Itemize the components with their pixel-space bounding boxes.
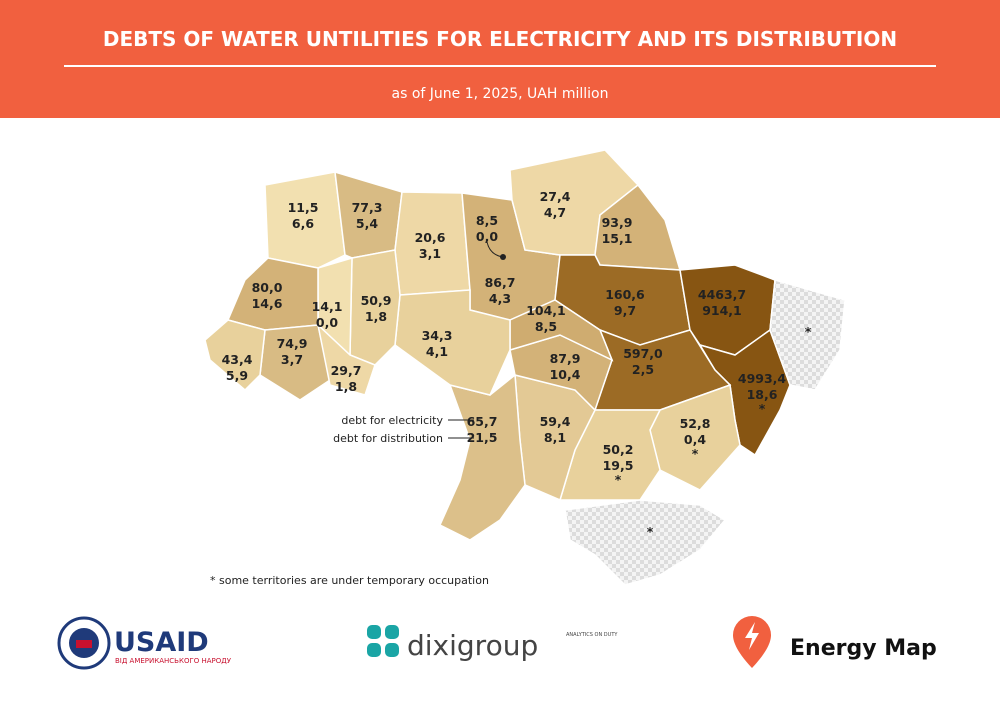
electricity-debt: 8,5 [476, 213, 498, 228]
usaid-text: USAID [114, 627, 209, 658]
energy-text: Energy Map [790, 636, 937, 661]
distribution-debt: 21,5 [467, 430, 498, 445]
distribution-debt: 3,7 [281, 352, 303, 367]
electricity-debt: 27,4 [540, 189, 571, 204]
distribution-debt: 10,4 [550, 367, 581, 382]
distribution-debt: 0,4 [684, 432, 706, 447]
region [264, 171, 346, 269]
header-band [0, 0, 1000, 118]
electricity-debt: 50,2 [603, 442, 634, 457]
distribution-debt: 2,5 [632, 362, 654, 377]
electricity-debt: 20,6 [415, 230, 446, 245]
electricity-debt: 104,1 [526, 303, 566, 318]
distribution-debt: 6,6 [292, 216, 314, 231]
distribution-debt: 5,4 [356, 216, 378, 231]
electricity-debt: 52,8 [680, 416, 711, 431]
electricity-debt: 14,1 [312, 299, 343, 314]
occupation-mark: * [805, 324, 812, 339]
distribution-debt: 3,1 [419, 246, 441, 261]
electricity-debt: 4993,4 [738, 371, 787, 386]
kyiv-leader [486, 241, 504, 258]
electricity-debt: 597,0 [623, 346, 663, 361]
distribution-debt: 0,0 [476, 229, 498, 244]
electricity-debt: 29,7 [331, 363, 362, 378]
title: DEBTS OF WATER UNTILITIES FOR ELECTRICIT… [103, 27, 897, 51]
legend: debt for electricity debt for distributi… [333, 414, 474, 445]
distribution-debt: 8,5 [535, 319, 557, 334]
dixi-text: dixigroup [407, 629, 538, 662]
distribution-debt: 15,1 [602, 231, 633, 246]
occupied-region [564, 499, 727, 586]
occupation-mark: * [759, 401, 766, 416]
usaid-seal [76, 640, 92, 648]
electricity-debt: 160,6 [605, 287, 645, 302]
usaid-logo: USAID ВІД АМЕРИКАНСЬКОГО НАРОДУ [57, 616, 232, 670]
distribution-debt: 9,7 [614, 303, 636, 318]
usaid-sub: ВІД АМЕРИКАНСЬКОГО НАРОДУ [115, 657, 232, 665]
region [334, 170, 403, 259]
electricity-debt: 80,0 [252, 280, 283, 295]
electricity-debt: 43,4 [222, 352, 253, 367]
electricity-debt: 74,9 [277, 336, 308, 351]
distribution-debt: 14,6 [252, 296, 283, 311]
energy-map-logo: Energy Map [733, 616, 937, 668]
distribution-debt: 1,8 [365, 309, 387, 324]
dixi-sub: ANALYTICS ON DUTY [566, 632, 618, 638]
legend-electricity: debt for electricity [341, 414, 443, 427]
occupation-mark: * [647, 524, 654, 539]
region [316, 322, 376, 396]
electricity-debt: 59,4 [540, 414, 571, 429]
distribution-debt: 4,1 [426, 344, 448, 359]
region [394, 289, 511, 396]
energy-icon [745, 622, 759, 650]
distribution-debt: 19,5 [603, 458, 634, 473]
electricity-debt: 11,5 [288, 200, 319, 215]
electricity-debt: 87,9 [550, 351, 581, 366]
footnote: * some territories are under temporary o… [210, 574, 489, 587]
electricity-debt: 4463,7 [698, 287, 746, 302]
electricity-debt: 50,9 [361, 293, 392, 308]
legend-distribution: debt for distribution [333, 432, 443, 445]
distribution-debt: 4,3 [489, 291, 511, 306]
electricity-debt: 65,7 [467, 414, 498, 429]
electricity-debt: 77,3 [352, 200, 383, 215]
distribution-debt: 8,1 [544, 430, 566, 445]
occupied-region [769, 279, 846, 391]
electricity-debt: 86,7 [485, 275, 516, 290]
region [439, 373, 526, 541]
distribution-debt: 914,1 [702, 303, 742, 318]
occupation-mark: * [692, 446, 699, 461]
subtitle: as of June 1, 2025, UAH million [392, 86, 609, 102]
region [204, 319, 266, 392]
dixi-logo: dixigroup ANALYTICS ON DUTY [367, 625, 618, 662]
distribution-debt: 1,8 [335, 379, 357, 394]
distribution-debt: 4,7 [544, 205, 566, 220]
dixi-icon [367, 625, 381, 639]
dixi-icon [385, 643, 399, 657]
electricity-debt: 93,9 [602, 215, 633, 230]
electricity-debt: 34,3 [422, 328, 453, 343]
distribution-debt: 18,6 [747, 387, 778, 402]
distribution-debt: 5,9 [226, 368, 248, 383]
dixi-icon [385, 625, 399, 639]
distribution-debt: 0,0 [316, 315, 338, 330]
map: 11,56,677,35,420,63,18,50,086,74,327,44,… [204, 149, 846, 586]
dixi-icon [367, 643, 381, 657]
occupation-mark: * [615, 472, 622, 487]
